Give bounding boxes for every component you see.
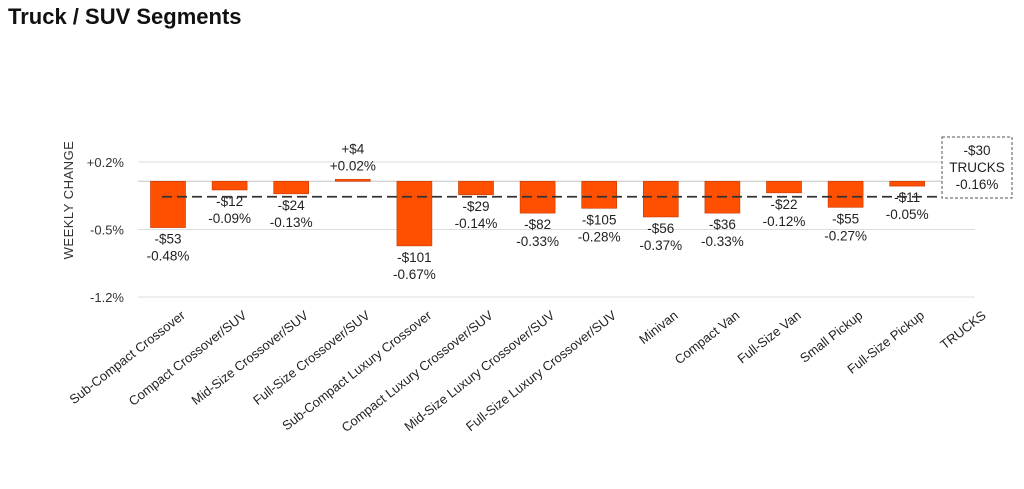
bar (581, 180, 618, 209)
bar-dollar-label: -$55 (832, 211, 859, 226)
category-label: TRUCKS (937, 307, 989, 352)
summary-box (941, 136, 1013, 199)
bar-pct-label: +0.02% (330, 158, 376, 173)
bar-dollar-label: -$56 (647, 221, 674, 236)
y-tick-label: -0.5% (90, 223, 124, 238)
bar-pct-label: -0.09% (208, 211, 251, 226)
bar-dollar-label: -$12 (216, 194, 243, 209)
bar-pct-label: -0.33% (516, 234, 559, 249)
bar (396, 180, 433, 247)
bar-dollar-label: -$36 (709, 217, 736, 232)
bar-dollar-label: -$22 (770, 197, 797, 212)
bar-pct-label: -0.37% (639, 238, 682, 253)
category-label: Compact Crossover/SUV (126, 307, 250, 408)
category-label: Mid-Size Crossover/SUV (189, 307, 312, 408)
bar-dollar-label: -$24 (278, 198, 306, 213)
bar (211, 180, 248, 191)
bar-pct-label: -0.67% (393, 267, 436, 282)
y-tick-label: +0.2% (87, 155, 125, 170)
bar (889, 180, 926, 187)
bar-pct-label: -0.12% (763, 214, 806, 229)
bar-dollar-label: -$29 (462, 199, 489, 214)
bar-dollar-label: +$4 (341, 141, 364, 156)
summary-pct-label: -0.16% (956, 177, 999, 192)
y-axis-title: WEEKLY CHANGE (61, 141, 76, 260)
category-label: Full-Size Van (734, 308, 803, 367)
bar-dollar-label: -$53 (154, 232, 181, 247)
bar-pct-label: -0.48% (147, 249, 190, 264)
bar-dollar-label: -$82 (524, 217, 551, 232)
bar-pct-label: -0.14% (455, 216, 498, 231)
bar (766, 180, 802, 194)
category-label: Minivan (636, 308, 681, 347)
page-title: Truck / SUV Segments (8, 4, 242, 29)
bar (642, 180, 679, 218)
bar-dollar-label: -$105 (582, 212, 617, 227)
bar-dollar-label: -$11 (894, 190, 920, 205)
bar-pct-label: -0.28% (578, 229, 621, 244)
bar-pct-label: -0.13% (270, 215, 313, 230)
summary-name-label: TRUCKS (949, 160, 1005, 175)
bar (273, 180, 310, 195)
bar (827, 180, 864, 208)
bar (334, 179, 371, 182)
bar-pct-label: -0.05% (886, 207, 929, 222)
bar-pct-label: -0.33% (701, 234, 744, 249)
bar-pct-label: -0.27% (824, 228, 867, 243)
bar (150, 180, 186, 228)
bar (458, 180, 494, 196)
bar-dollar-label: -$101 (397, 250, 432, 265)
summary-dollar-label: -$30 (963, 143, 990, 158)
category-label: Sub-Compact Crossover (66, 307, 188, 407)
y-tick-label: -1.2% (90, 290, 124, 305)
category-label: Full-Size Crossover/SUV (250, 307, 373, 408)
category-label: Compact Van (672, 308, 743, 368)
